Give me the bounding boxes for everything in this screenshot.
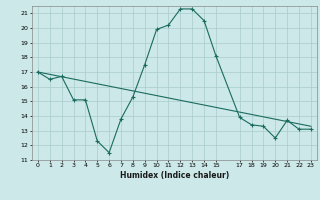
X-axis label: Humidex (Indice chaleur): Humidex (Indice chaleur) (120, 171, 229, 180)
